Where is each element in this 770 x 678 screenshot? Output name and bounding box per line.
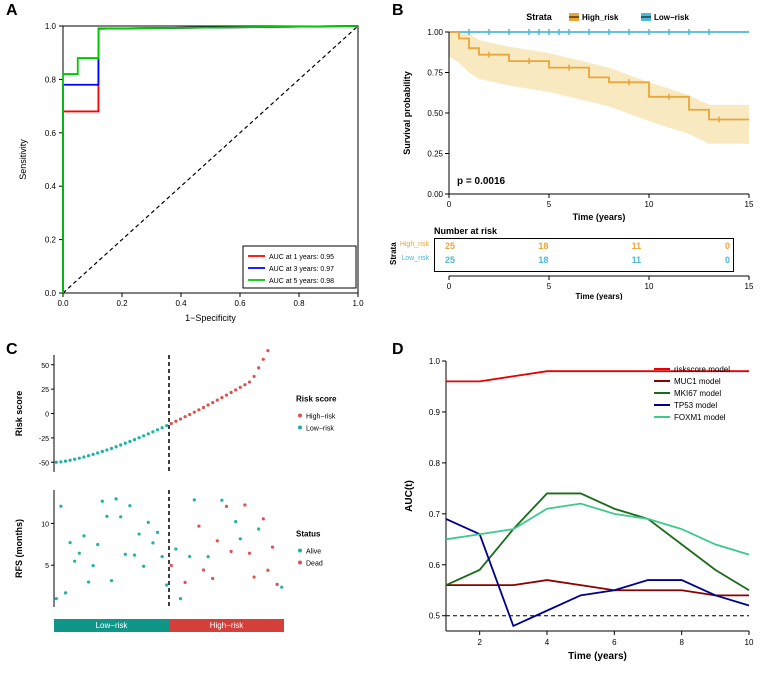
svg-text:0.4: 0.4 (45, 182, 57, 191)
svg-text:AUC at 3 years: 0.97: AUC at 3 years: 0.97 (269, 266, 334, 273)
svg-text:1.0: 1.0 (45, 22, 57, 31)
svg-text:6: 6 (612, 638, 617, 647)
risk-table: High_risk2518110Low_risk2518110 (434, 238, 764, 272)
svg-text:Low−risk: Low−risk (306, 426, 334, 433)
svg-text:0.6: 0.6 (429, 561, 441, 570)
svg-text:0.50: 0.50 (427, 109, 443, 118)
svg-text:AUC(t): AUC(t) (404, 480, 415, 512)
svg-text:Time (years): Time (years) (568, 651, 627, 662)
svg-text:5: 5 (45, 563, 49, 570)
risk-table-time-axis: 0 5 10 15 Time (years) (394, 272, 764, 300)
svg-text:0.4: 0.4 (175, 299, 187, 308)
svg-text:AUC at 5 years: 0.98: AUC at 5 years: 0.98 (269, 278, 334, 285)
figure-grid: A 0.00.0 0.2 0.2 0.4 0.4 0.6 0.6 0.8 0.8 1.0 1.0 1−… (0, 0, 770, 678)
svg-text:8: 8 (679, 638, 684, 647)
strata-axis-label: Strata (389, 242, 398, 265)
svg-text:Risk score: Risk score (14, 391, 24, 437)
svg-text:MKI67 model: MKI67 model (674, 389, 721, 398)
svg-text:1.0: 1.0 (352, 299, 364, 308)
risk-bar: Low−risk High−risk (54, 619, 284, 632)
svg-text:Risk score: Risk score (296, 395, 337, 404)
auc-time-chart: 2 4 6 8 10 0.5 0.6 0.7 0.8 0.9 1.0 Time (years) AUC(… (394, 347, 764, 667)
svg-text:FOXM1 model: FOXM1 model (674, 413, 726, 422)
svg-text:-25: -25 (39, 436, 49, 443)
risk-bar-high: High−risk (169, 619, 284, 632)
panel-a: A 0.00.0 0.2 0.2 0.4 0.4 0.6 0.6 0.8 0.8 1.0 1.0 1−… (0, 0, 386, 339)
svg-text:0.7: 0.7 (429, 510, 441, 519)
svg-text:0: 0 (447, 282, 452, 291)
panel-b-label: B (392, 2, 404, 20)
svg-text:High−risk: High−risk (306, 414, 336, 421)
svg-text:4: 4 (545, 638, 550, 647)
svg-text:-50: -50 (39, 460, 49, 467)
svg-text:riskscore model: riskscore model (674, 365, 730, 374)
svg-text:5: 5 (547, 282, 552, 291)
risk-bar-low: Low−risk (54, 619, 169, 632)
panel-d-label: D (392, 341, 404, 359)
svg-text:0.0: 0.0 (45, 289, 57, 298)
svg-text:AUC at 1 years: 0.95: AUC at 1 years: 0.95 (269, 254, 334, 261)
svg-text:10: 10 (645, 200, 654, 209)
rfs-scatter: 5 10 RFS (months) Status Alive Dead (8, 482, 378, 617)
svg-text:25: 25 (41, 387, 49, 394)
km-chart: Strata High_risk Low−risk 0 5 10 15 0.00 0.25 0.5… (394, 8, 764, 226)
svg-text:High_risk: High_risk (582, 13, 619, 22)
svg-text:0.2: 0.2 (116, 299, 128, 308)
svg-text:TP53 model: TP53 model (674, 401, 717, 410)
svg-text:0.75: 0.75 (427, 69, 443, 78)
svg-text:0.00: 0.00 (427, 190, 443, 199)
svg-text:0.5: 0.5 (429, 612, 441, 621)
svg-text:Time (years): Time (years) (576, 292, 623, 300)
svg-text:50: 50 (41, 363, 49, 370)
svg-text:15: 15 (745, 282, 754, 291)
svg-text:10: 10 (41, 521, 49, 528)
svg-text:p = 0.0016: p = 0.0016 (457, 176, 506, 187)
svg-text:0.2: 0.2 (45, 236, 57, 245)
risk-score-scatter: -50 -25 0 25 50 Risk score Risk score High−risk… (8, 347, 378, 482)
svg-text:0.6: 0.6 (45, 129, 57, 138)
svg-text:2: 2 (477, 638, 482, 647)
svg-text:0: 0 (447, 200, 452, 209)
svg-text:Alive: Alive (306, 549, 321, 556)
svg-text:Time (years): Time (years) (573, 212, 626, 222)
svg-text:15: 15 (745, 200, 754, 209)
svg-text:10: 10 (645, 282, 654, 291)
svg-text:0.8: 0.8 (429, 459, 441, 468)
svg-text:0: 0 (45, 412, 49, 419)
svg-text:0.8: 0.8 (45, 75, 57, 84)
svg-text:Sensitivity: Sensitivity (18, 139, 28, 180)
svg-text:0.9: 0.9 (429, 408, 441, 417)
panel-b: B Strata High_risk Low−risk 0 5 10 15 0.00 0.25 0… (386, 0, 770, 339)
svg-text:0.0: 0.0 (57, 299, 69, 308)
svg-text:1.0: 1.0 (429, 357, 441, 366)
svg-text:Survival probability: Survival probability (402, 71, 412, 155)
svg-text:10: 10 (745, 638, 754, 647)
svg-text:Status: Status (296, 530, 321, 539)
svg-text:Low−risk: Low−risk (654, 13, 689, 22)
svg-text:Strata: Strata (526, 12, 553, 22)
svg-text:RFS (months): RFS (months) (14, 519, 24, 578)
panel-a-label: A (6, 2, 18, 20)
svg-text:0.25: 0.25 (427, 150, 443, 159)
panel-d: D 2 4 6 8 10 0.5 0.6 0.7 0.8 0.9 1.0 Time (years) AU… (386, 339, 770, 678)
svg-text:5: 5 (547, 200, 552, 209)
risk-table-title: Number at risk (434, 226, 764, 236)
roc-chart: 0.00.0 0.2 0.2 0.4 0.4 0.6 0.6 0.8 0.8 1.0 1.0 1−Sp… (8, 8, 378, 328)
svg-text:0.6: 0.6 (234, 299, 246, 308)
svg-text:Dead: Dead (306, 561, 323, 568)
panel-c-label: C (6, 341, 18, 359)
panel-c: C -50 -25 0 25 50 Risk score Risk score High−ri… (0, 339, 386, 678)
svg-text:MUC1 model: MUC1 model (674, 377, 721, 386)
svg-text:1.00: 1.00 (427, 28, 443, 37)
svg-text:1−Specificity: 1−Specificity (185, 313, 236, 323)
svg-text:0.8: 0.8 (293, 299, 305, 308)
